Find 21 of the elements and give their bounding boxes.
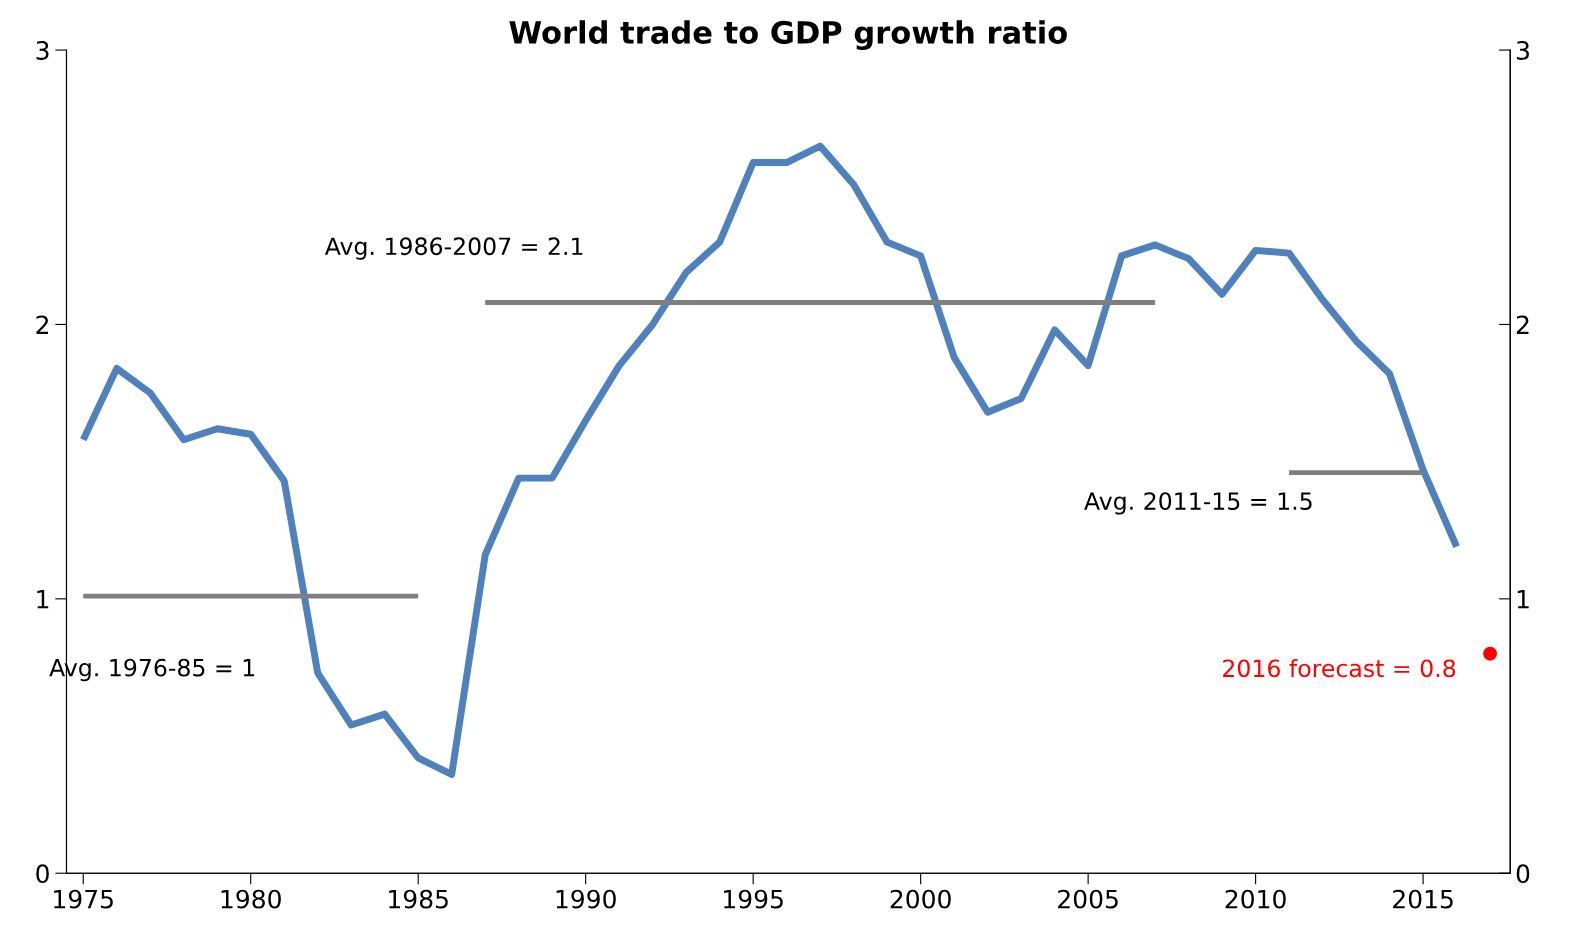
x-tick-label: 2005 — [1058, 889, 1118, 909]
x-tick-label: 1995 — [724, 889, 783, 909]
y-tick-label: 1 — [37, 590, 49, 609]
series-label: Avg. 2011-15 = 1.5 — [1084, 492, 1312, 515]
x-tick-label: 1980 — [221, 889, 281, 909]
series-label: 2016 forecast = 0.8 — [1223, 658, 1456, 678]
chart-title: World trade to GDP growth ratio — [509, 20, 1067, 51]
y-tick-label: 3 — [36, 41, 49, 60]
x-tick-label: 2010 — [1225, 889, 1286, 909]
y2-tick-label: 3 — [1516, 41, 1529, 60]
y-tick-label: 2 — [36, 315, 49, 334]
x-tick-label: 2000 — [890, 889, 951, 909]
y2-tick-label: 2 — [1516, 315, 1529, 334]
series-label: Avg. 1986-2007 = 2.1 — [324, 237, 583, 260]
x-tick-label: 1985 — [389, 889, 448, 909]
x-tick-label: 1990 — [556, 889, 616, 909]
x-tick-label: 1975 — [54, 889, 113, 909]
y2-tick-label: 1 — [1517, 590, 1529, 609]
x-tick-label: 2015 — [1393, 889, 1453, 909]
y2-tick-label: 0 — [1516, 864, 1530, 884]
y-tick-label: 0 — [36, 864, 49, 884]
